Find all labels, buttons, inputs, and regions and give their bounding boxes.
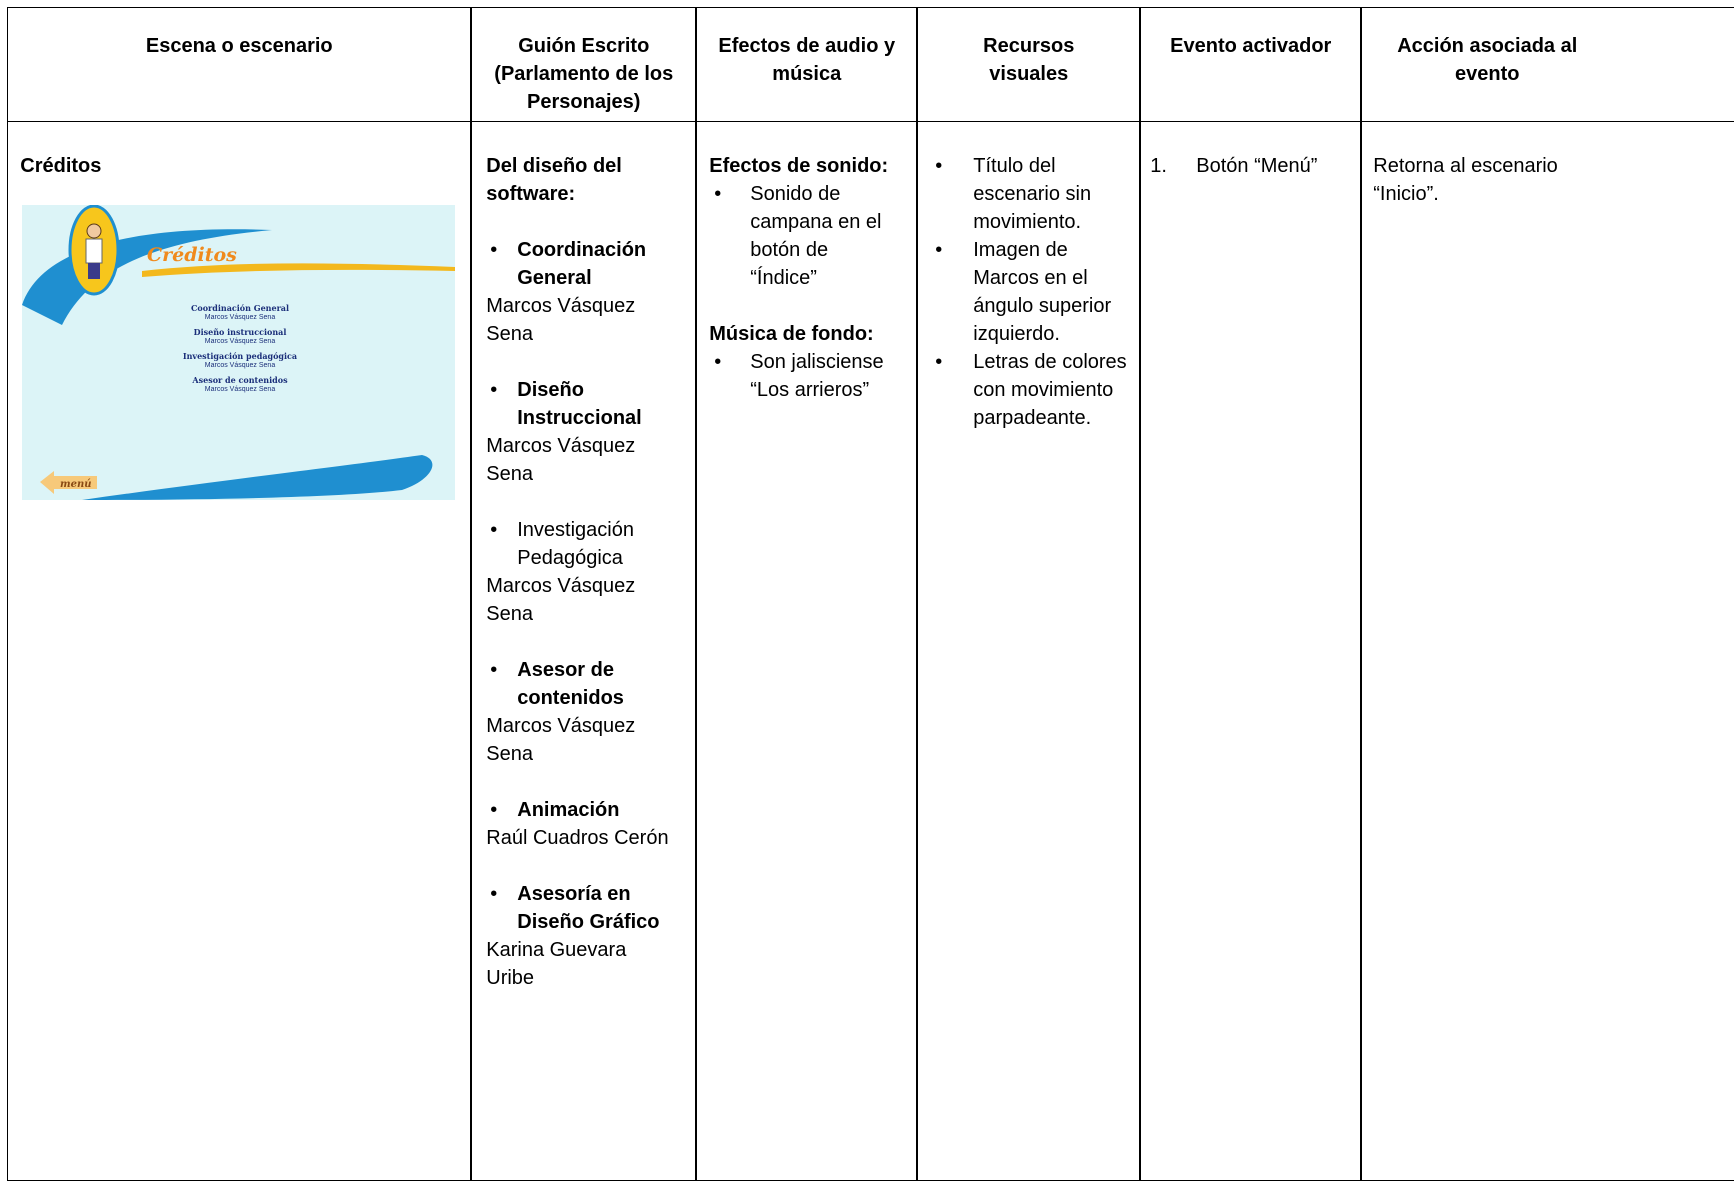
credit-role: Diseño Instruccional (517, 379, 642, 430)
audio-text: Sonido de campana en el botón de “Índice… (750, 183, 882, 290)
bullet: • (935, 239, 943, 262)
credit-item: • Asesoría en Diseño Gráfico (486, 880, 675, 936)
thumb-title: Créditos (147, 244, 237, 266)
credit-name: Raúl Cuadros Cerón (486, 827, 669, 850)
swoosh-bottom (82, 455, 433, 501)
character-head (86, 223, 102, 239)
audio-item: • Son jalisciense “Los arrieros” (709, 348, 898, 404)
body-cell: Retorna al escenario “Inicio”. (1361, 121, 1734, 1181)
menu-button: menú (60, 479, 91, 490)
thumb-name: Marcos Vásquez Sena (205, 362, 276, 369)
credit-role: Asesor de contenidos (517, 659, 624, 710)
audio-section-title: Efectos de sonido: (709, 155, 889, 178)
event-item: 1. Botón “Menú” (1150, 152, 1352, 180)
credit-item: • Diseño Instruccional (486, 376, 675, 432)
header-cell: Guión Escrito (Parlamento de los Persona… (471, 7, 697, 123)
header-cell: Acción asociada al evento (1361, 7, 1734, 123)
character-body (85, 238, 103, 264)
credit-item: • Asesor de contenidos (486, 656, 675, 712)
visual-item: • Título del escenario sin movimiento. (930, 152, 1131, 236)
bullet: • (714, 183, 722, 206)
visual-item: • Imagen de Marcos en el ángulo superior … (930, 236, 1131, 348)
bullet: • (490, 883, 498, 906)
thumb-role: Coordinación General (191, 303, 289, 313)
action-text: Retorna al escenario “Inicio”. (1373, 155, 1558, 206)
credit-role: Asesoría en Diseño Gráfico (517, 883, 660, 934)
thumb-role: Diseño instruccional (194, 327, 287, 337)
audio-text: Son jalisciense “Los arrieros” (750, 351, 884, 402)
header-text: Evento activador (1170, 35, 1332, 58)
credit-name: Marcos Vásquez Sena (486, 575, 636, 626)
event-text: Botón “Menú” (1196, 155, 1318, 178)
bullet: • (490, 519, 498, 542)
event-number: 1. (1150, 155, 1167, 178)
body-cell: Créditos Créditos Coordinación General Marc… (7, 121, 472, 1181)
bullet: • (935, 155, 943, 178)
header-cell: Escena o escenario (7, 7, 472, 123)
swoosh-top-2 (142, 263, 456, 278)
header-text: Recursos visuales (983, 35, 1075, 86)
header-cell: Evento activador (1140, 7, 1362, 123)
credit-name: Marcos Vásquez Sena (486, 715, 636, 766)
body-cell: 1. Botón “Menú” (1140, 121, 1362, 1181)
header-text: Guión Escrito (Parlamento de los Persona… (494, 35, 674, 114)
audio-section-title: Música de fondo: (709, 323, 874, 346)
credit-name: Marcos Vásquez Sena (486, 295, 636, 346)
credit-role: Investigación Pedagógica (517, 519, 634, 570)
visual-text: Letras de colores con movimiento parpade… (973, 351, 1127, 430)
header-text: Escena o escenario (145, 35, 333, 58)
thumb-name: Marcos Vásquez Sena (205, 314, 276, 321)
bullet: • (490, 379, 498, 402)
credit-item: • Investigación Pedagógica (486, 516, 675, 572)
bullet: • (935, 351, 943, 374)
visual-text: Título del escenario sin movimiento. (973, 155, 1092, 234)
character-legs (88, 263, 101, 280)
visual-item: • Letras de colores con movimiento parpad… (930, 348, 1131, 432)
credit-item: • Coordinación General (486, 236, 675, 292)
page: Guión {"header":{"columns":["Escena o es… (7, 7, 1734, 1181)
body-cell: • Título del escenario sin movimiento. • Im… (917, 121, 1141, 1181)
header-text: Efectos de audio y música (718, 35, 896, 86)
bullet: • (490, 659, 498, 682)
body-cell: Efectos de sonido: • Sonido de campana en … (696, 121, 918, 1181)
header-cell: Efectos de audio y música (696, 7, 918, 123)
bullet: • (490, 239, 498, 262)
credit-role: Animación (517, 799, 620, 822)
body-cell: Del diseño del software: • Coordinación Ge… (471, 121, 697, 1181)
script-title: Del diseño del software: (486, 155, 622, 206)
header-text: Acción asociada al evento (1397, 35, 1578, 86)
thumb-name: Marcos Vásquez Sena (205, 386, 276, 393)
audio-item: • Sonido de campana en el botón de “Índic… (709, 180, 898, 292)
document: Escena o escenario Guión Escrito (Parlame… (7, 7, 1734, 1181)
scene-title: Créditos (20, 155, 102, 178)
credit-name: Marcos Vásquez Sena (486, 435, 636, 486)
credit-name: Karina Guevara Uribe (486, 939, 627, 990)
visual-text: Imagen de Marcos en el ángulo superior i… (973, 239, 1112, 346)
credit-item: • Animación (486, 796, 675, 824)
bullet: • (490, 799, 498, 822)
thumb-role: Investigación pedagógica (183, 351, 297, 361)
thumb-role: Asesor de contenidos (192, 375, 289, 385)
header-cell: Recursos visuales (917, 7, 1141, 123)
credit-role: Coordinación General (517, 239, 647, 290)
menu-arrow (40, 471, 98, 495)
thumb-name: Marcos Vásquez Sena (205, 338, 276, 345)
bullet: • (714, 351, 722, 374)
